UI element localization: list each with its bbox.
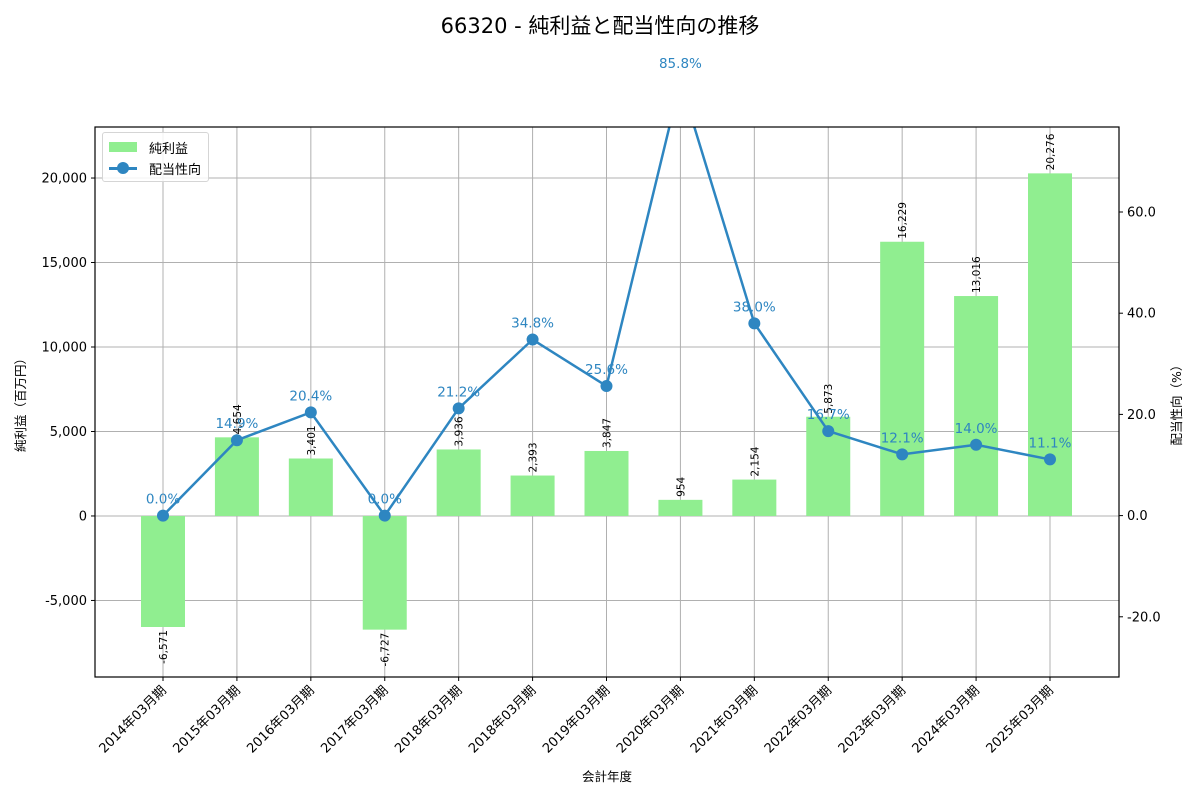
bar	[141, 515, 185, 628]
line-marker	[526, 333, 539, 346]
line-marker	[1044, 453, 1056, 466]
x-axis-title: 会計年度	[582, 769, 633, 784]
legend: 純利益 配当性向	[102, 132, 209, 182]
payout-ratio-label: 21.2%	[437, 384, 480, 400]
line-marker	[452, 402, 465, 415]
bar-value-label: -6,571	[158, 630, 170, 664]
payout-ratio-label: 0.0%	[368, 492, 402, 508]
x-tick-label: 2016年03月期	[244, 683, 317, 756]
line-marker	[304, 406, 317, 419]
bar-value-label: 954	[675, 476, 687, 496]
payout-ratio-label: 25.6%	[585, 362, 628, 378]
bar-swatch-icon	[109, 142, 137, 152]
bar-value-label: 3,847	[602, 418, 614, 448]
legend-label: 配当性向	[149, 162, 202, 178]
x-tick-label: 2025年03月期	[984, 683, 1057, 756]
x-tick-label: 2021年03月期	[688, 683, 761, 756]
payout-ratio-label: 0.0%	[146, 492, 180, 508]
bar	[510, 475, 555, 516]
bar	[362, 515, 407, 630]
line-marker	[230, 434, 243, 447]
line-series	[157, 75, 1056, 522]
x-tick-label: 2023年03月期	[836, 683, 909, 756]
bar	[288, 458, 333, 516]
left-tick-label: 10,000	[42, 341, 88, 356]
right-tick-label: -20.0	[1127, 610, 1161, 625]
left-tick-label: -5,000	[45, 594, 87, 609]
payout-ratio-label: 12.1%	[881, 430, 924, 446]
bar	[954, 296, 999, 516]
payout-ratio-label: 34.8%	[511, 316, 554, 332]
payout-ratio-label: 11.1%	[1029, 435, 1072, 451]
line-marker	[970, 438, 983, 451]
left-axis-title: 純利益（百万円）	[13, 352, 28, 452]
gridlines	[95, 127, 1119, 677]
x-tick-label: 2014年03月期	[97, 683, 170, 756]
x-tick-label: 2022年03月期	[762, 683, 835, 756]
line-marker	[822, 425, 835, 438]
x-tick-label: 2018年03月期	[392, 683, 465, 756]
bar-value-label: 2,154	[749, 446, 761, 476]
chart-title: 66320 - 純利益と配当性向の推移	[440, 14, 760, 38]
left-tick-label: 0	[79, 509, 87, 524]
right-axis-title: 配当性向（%）	[1169, 359, 1184, 446]
x-tick-label: 2019年03月期	[540, 683, 613, 756]
left-axis: -5,000 0 5,000 10,000 15,000 20,000	[42, 172, 95, 609]
bar	[732, 479, 777, 516]
bar	[584, 450, 629, 516]
left-tick-label: 15,000	[42, 256, 88, 271]
payout-ratio-label: 14.0%	[955, 421, 998, 437]
bar-value-label: -6,727	[380, 633, 392, 667]
bar-value-label: 3,401	[306, 425, 318, 455]
payout-ratio-label: 85.8%	[659, 56, 702, 72]
x-tick-label: 2020年03月期	[614, 683, 687, 756]
x-tick-label: 2015年03月期	[170, 683, 243, 756]
payout-ratio-label: 14.9%	[215, 416, 258, 432]
bar-value-label: 13,016	[971, 256, 983, 293]
bar-value-label: 16,229	[897, 202, 909, 239]
bar	[214, 437, 259, 516]
bar	[436, 449, 481, 516]
right-tick-label: 20.0	[1127, 408, 1156, 423]
legend-item-payout-ratio: 配当性向	[109, 159, 202, 178]
line-marker	[896, 448, 909, 461]
x-tick-label: 2017年03月期	[318, 683, 391, 756]
left-tick-label: 20,000	[42, 172, 88, 187]
bar-value-label: 5,873	[823, 384, 835, 414]
line-marker	[600, 380, 613, 393]
payout-ratio-label: 38.0%	[733, 299, 776, 315]
payout-ratio-label: 20.4%	[289, 388, 332, 404]
legend-label: 純利益	[149, 141, 189, 157]
line-marker	[157, 509, 169, 522]
bar-value-label: 2,393	[528, 442, 540, 472]
bar-series	[141, 173, 1072, 630]
right-tick-label: 0.0	[1127, 509, 1148, 524]
x-tick-label: 2018年03月期	[466, 683, 539, 756]
payout-ratio-label: 16.7%	[807, 407, 850, 423]
line-marker	[378, 509, 391, 522]
bar	[658, 499, 703, 516]
right-axis: -20.0 0.0 20.0 40.0 60.0	[1119, 206, 1161, 625]
right-tick-label: 60.0	[1127, 206, 1156, 221]
left-tick-label: 5,000	[50, 425, 87, 440]
bar-value-label: 3,936	[454, 416, 466, 446]
bar-value-label: 4,654	[232, 404, 244, 434]
line-marker	[674, 75, 686, 87]
x-tick-label: 2024年03月期	[910, 683, 983, 756]
x-axis: 2014年03月期 2015年03月期 2016年03月期 2017年03月期 2018…	[97, 677, 1057, 757]
line-marker	[748, 317, 761, 330]
bar-value-label: 20,276	[1045, 133, 1057, 170]
line-marker-icon	[109, 162, 137, 174]
bar	[880, 241, 925, 516]
legend-item-net-income: 純利益	[109, 138, 189, 157]
right-tick-label: 40.0	[1127, 307, 1156, 322]
